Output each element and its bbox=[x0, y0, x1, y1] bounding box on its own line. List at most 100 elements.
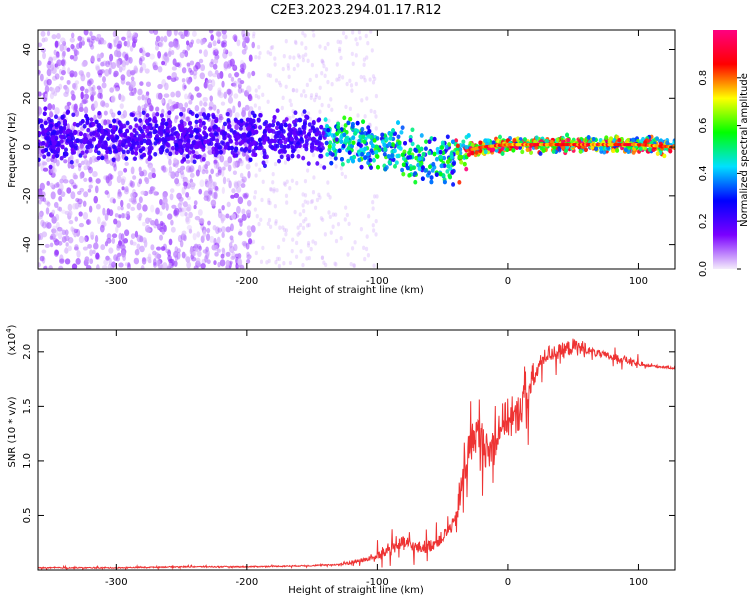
spectrogram-cell bbox=[413, 147, 418, 153]
spectrogram-speckle bbox=[108, 209, 114, 217]
spectrogram-speckle bbox=[120, 199, 124, 208]
spectrogram-cell bbox=[464, 166, 469, 172]
spectrogram-cell bbox=[71, 112, 76, 118]
spectrogram-speckle bbox=[126, 202, 131, 209]
spectrogram-cell bbox=[111, 129, 116, 135]
snr-y-multiplier: (x104) bbox=[5, 324, 18, 355]
spectrogram-speckle bbox=[130, 206, 136, 211]
spectrogram-speckle bbox=[45, 207, 50, 215]
spectrogram-speckle bbox=[318, 85, 322, 90]
spectrogram-speckle bbox=[335, 62, 339, 67]
spectrogram-speckle bbox=[318, 44, 322, 49]
spectrogram-cell bbox=[591, 137, 596, 142]
spectrogram-cell bbox=[153, 119, 158, 124]
spectrogram-speckle bbox=[139, 245, 145, 253]
spectrogram-speckle bbox=[221, 205, 225, 211]
spectrogram-speckle bbox=[58, 206, 63, 212]
spectrogram-speckle bbox=[120, 244, 126, 251]
spectrogram-speckle bbox=[302, 219, 306, 224]
spectrogram-cell bbox=[251, 148, 256, 154]
spectrogram-speckle bbox=[374, 232, 378, 237]
spectrogram-cell bbox=[85, 120, 90, 125]
spectrogram-speckle bbox=[210, 34, 214, 41]
spectrogram-speckle bbox=[181, 78, 186, 83]
spectrogram-speckle bbox=[87, 188, 92, 193]
spectrogram-cell bbox=[225, 111, 230, 117]
spectrogram-cell bbox=[617, 137, 622, 143]
spectrogram-speckle bbox=[310, 62, 315, 68]
spectrogram-speckle bbox=[366, 253, 370, 258]
spectrogram-speckle bbox=[50, 191, 56, 200]
spectrogram-speckle bbox=[83, 159, 89, 165]
spectrogram-speckle bbox=[230, 76, 235, 82]
spectrogram-speckle bbox=[267, 217, 272, 223]
spectrogram-speckle bbox=[82, 211, 89, 220]
spectrogram-cell bbox=[324, 140, 329, 146]
spectrogram-speckle bbox=[129, 91, 135, 96]
spectrogram-speckle bbox=[254, 162, 258, 167]
spectrogram-cell bbox=[283, 122, 288, 128]
spectrogram-cell bbox=[282, 149, 287, 154]
spectrogram-speckle bbox=[77, 198, 83, 205]
spectrogram-speckle bbox=[350, 88, 354, 93]
spectrogram-speckle bbox=[331, 224, 335, 229]
spectrogram-speckle bbox=[259, 259, 264, 265]
spectrogram-speckle bbox=[323, 232, 327, 237]
spectrogram-cell bbox=[438, 171, 443, 177]
spectrogram-cell bbox=[350, 124, 355, 129]
spectrogram-speckle bbox=[289, 102, 293, 108]
spectrogram-cell bbox=[384, 137, 389, 142]
spectrogram-speckle bbox=[333, 261, 337, 266]
spectrogram-speckle bbox=[67, 203, 73, 212]
spectrogram-cell bbox=[141, 110, 146, 116]
spectrogram-speckle bbox=[83, 177, 88, 182]
spectrogram-speckle bbox=[273, 204, 277, 209]
spectrogram-speckle bbox=[331, 212, 335, 217]
spectrogram-speckle bbox=[241, 107, 246, 114]
spectrogram-speckle bbox=[47, 103, 53, 111]
spectrogram-speckle bbox=[42, 197, 47, 203]
spectrogram-speckle bbox=[339, 235, 343, 241]
spectrogram-speckle bbox=[173, 157, 178, 164]
spectrogram-marks bbox=[38, 30, 675, 269]
spectrogram-cell bbox=[461, 139, 466, 145]
spectrogram-speckle bbox=[273, 56, 277, 61]
snr-multiplier-base: (x10 bbox=[7, 333, 18, 356]
spectrogram-speckle bbox=[237, 87, 243, 94]
spectrogram-speckle bbox=[122, 110, 128, 119]
spectrogram-speckle bbox=[56, 32, 61, 40]
spectrogram-speckle bbox=[194, 215, 201, 221]
spectrogram-cell bbox=[108, 123, 113, 129]
spectrogram-cell bbox=[267, 128, 272, 134]
spectrogram-speckle bbox=[274, 219, 278, 224]
spectrogram-cell bbox=[179, 124, 184, 130]
spectrogram-speckle bbox=[212, 50, 216, 56]
spectrogram-speckle bbox=[228, 242, 233, 249]
spectrogram-cell bbox=[137, 125, 142, 131]
spectrogram-speckle bbox=[192, 232, 197, 241]
spectrogram-speckle bbox=[155, 106, 160, 112]
spectrogram-cell bbox=[222, 131, 227, 136]
spectrogram-speckle bbox=[306, 111, 311, 116]
spectrogram-speckle bbox=[374, 93, 379, 99]
spectrogram-cell bbox=[206, 139, 211, 144]
spectrogram-speckle bbox=[66, 123, 70, 130]
spectrogram-speckle bbox=[79, 143, 85, 149]
spectrogram-speckle bbox=[46, 68, 52, 77]
spectrogram-speckle bbox=[350, 51, 354, 57]
spectrogram-cell bbox=[399, 130, 404, 135]
spectrogram-speckle bbox=[358, 35, 362, 41]
spectrogram-cell bbox=[69, 159, 74, 165]
spectrogram-cell bbox=[478, 140, 483, 146]
spectrogram-speckle bbox=[159, 220, 164, 226]
spectrogram-speckle bbox=[101, 265, 108, 269]
spectrogram-cell bbox=[44, 136, 49, 141]
spectrogram-speckle bbox=[188, 67, 193, 73]
spectrogram-speckle bbox=[59, 178, 64, 184]
spectrogram-speckle bbox=[40, 219, 45, 227]
spectrogram-cell bbox=[202, 131, 207, 136]
spectrogram-speckle bbox=[293, 209, 297, 215]
spectrogram-speckle bbox=[143, 103, 148, 109]
spectrogram-cell bbox=[227, 134, 232, 140]
spectrogram-cell bbox=[170, 145, 175, 151]
